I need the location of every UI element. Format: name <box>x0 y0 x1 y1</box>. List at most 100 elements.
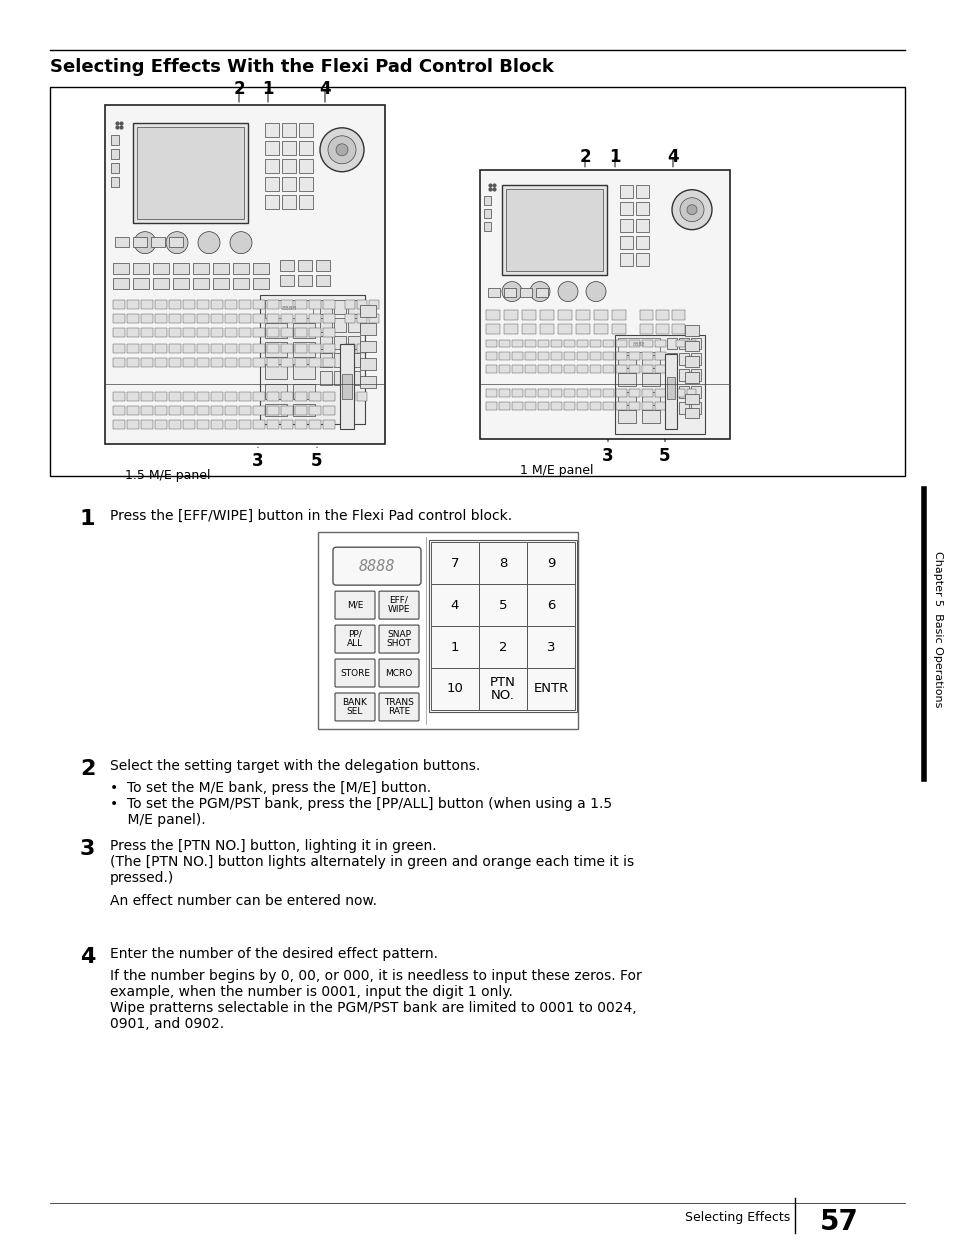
Bar <box>183 358 194 367</box>
Text: EFF/
WIPE: EFF/ WIPE <box>387 596 410 615</box>
Bar <box>684 357 699 367</box>
Bar <box>112 407 125 415</box>
Bar <box>183 327 194 337</box>
Circle shape <box>686 205 697 215</box>
Bar <box>196 313 209 322</box>
Bar <box>267 313 278 322</box>
Circle shape <box>671 190 711 230</box>
Bar <box>319 317 332 331</box>
Bar <box>616 389 626 397</box>
Circle shape <box>133 231 156 254</box>
Bar <box>112 313 125 322</box>
Bar <box>193 262 209 274</box>
Bar <box>526 668 575 710</box>
Bar <box>485 402 497 411</box>
Bar <box>111 163 119 173</box>
Bar <box>154 358 167 367</box>
Bar <box>282 159 295 173</box>
Text: 8888: 8888 <box>632 342 644 347</box>
Bar <box>671 323 684 333</box>
Bar <box>239 345 251 353</box>
Bar <box>323 407 335 415</box>
Bar <box>183 345 194 353</box>
Bar <box>253 262 269 274</box>
Bar <box>196 300 209 309</box>
Bar <box>641 392 659 406</box>
Bar <box>537 366 548 373</box>
Bar <box>319 300 332 313</box>
Bar <box>309 358 320 367</box>
Bar <box>485 310 499 320</box>
Bar <box>618 337 659 352</box>
Bar <box>539 323 554 333</box>
Bar <box>345 392 355 402</box>
Bar <box>639 310 652 320</box>
Bar <box>141 345 152 353</box>
Bar <box>169 236 183 246</box>
Bar <box>641 389 652 397</box>
Bar <box>628 402 639 411</box>
Bar <box>505 189 602 271</box>
Bar <box>479 169 729 439</box>
Bar <box>319 336 332 350</box>
Bar <box>356 313 367 322</box>
Bar <box>280 260 294 271</box>
Text: 1: 1 <box>262 80 274 98</box>
Text: 1.5 M/E panel: 1.5 M/E panel <box>125 469 211 483</box>
Bar <box>498 352 510 361</box>
Bar <box>616 352 626 361</box>
Bar <box>636 202 648 215</box>
Bar <box>684 372 699 383</box>
Bar <box>315 260 330 271</box>
Bar <box>612 323 625 333</box>
Bar <box>281 345 293 353</box>
Bar <box>293 342 314 357</box>
Bar <box>679 353 688 366</box>
Bar <box>684 408 699 418</box>
Bar <box>356 300 367 309</box>
Bar <box>684 394 699 404</box>
Bar <box>112 392 125 402</box>
FancyBboxPatch shape <box>335 659 375 687</box>
Bar <box>503 287 516 296</box>
Bar <box>537 402 548 411</box>
Bar <box>589 389 600 397</box>
Bar <box>253 358 265 367</box>
Bar <box>602 340 614 347</box>
Bar <box>348 353 359 367</box>
Bar <box>298 123 313 137</box>
Bar <box>686 340 696 347</box>
Bar <box>293 364 314 379</box>
Bar <box>524 389 536 397</box>
Bar <box>127 407 139 415</box>
Bar <box>524 366 536 373</box>
Text: 1: 1 <box>609 148 620 165</box>
Bar <box>323 345 335 353</box>
Bar <box>298 159 313 173</box>
Bar <box>341 374 352 399</box>
Bar <box>281 313 293 322</box>
Text: 4: 4 <box>319 80 331 98</box>
Bar <box>281 407 293 415</box>
Text: 57: 57 <box>820 1208 858 1237</box>
Bar <box>169 327 181 337</box>
Bar <box>636 253 648 266</box>
Bar <box>323 420 335 429</box>
Bar <box>431 626 478 668</box>
Bar <box>282 177 295 190</box>
Text: STORE: STORE <box>339 668 370 678</box>
Bar <box>679 369 688 382</box>
Bar <box>260 295 365 424</box>
Bar <box>265 322 287 337</box>
Bar <box>112 345 125 353</box>
Bar <box>319 353 332 367</box>
Bar <box>616 402 626 411</box>
Text: •  To set the M/E bank, press the [M/E] button.: • To set the M/E bank, press the [M/E] b… <box>110 781 431 795</box>
Bar <box>537 352 548 361</box>
Bar <box>521 323 536 333</box>
Bar <box>615 335 704 434</box>
Bar <box>348 317 359 331</box>
Bar <box>641 366 652 373</box>
Bar <box>563 366 575 373</box>
FancyBboxPatch shape <box>378 591 418 620</box>
